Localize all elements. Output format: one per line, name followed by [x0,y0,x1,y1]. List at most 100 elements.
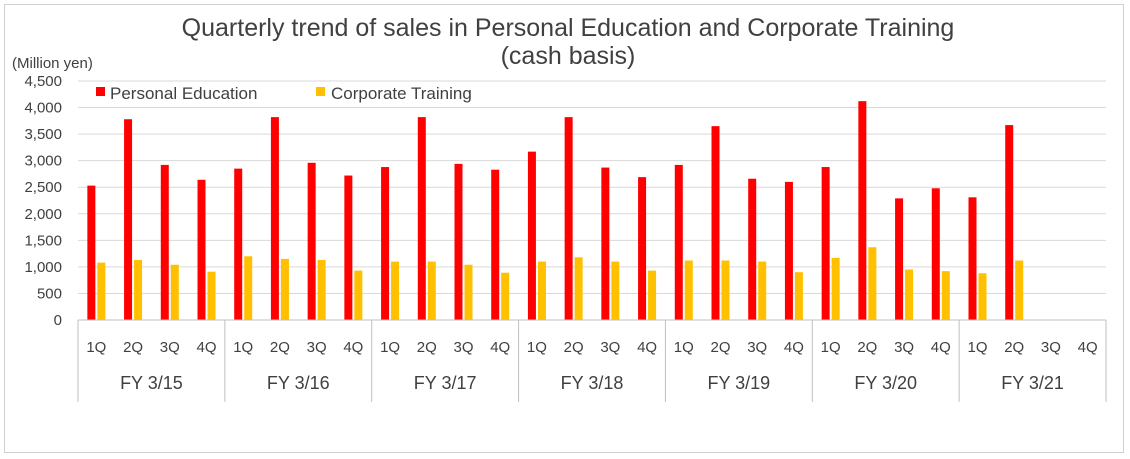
bar-personal-education [821,167,830,320]
bar-corporate-training [244,256,253,320]
bar-corporate-training [170,264,179,320]
bar-personal-education [87,185,96,320]
x-tick-label-quarter: 3Q [894,339,914,356]
y-tick-label: 2,000 [24,206,62,223]
y-tick-label: 1,500 [24,232,62,249]
bar-corporate-training [684,260,693,320]
x-tick-label-quarter: 3Q [307,339,327,356]
bar-personal-education [968,197,977,320]
bar-corporate-training [868,247,877,320]
bar-corporate-training [354,270,363,320]
x-tick-label-quarter: 4Q [343,339,363,356]
bar-corporate-training [941,271,950,320]
bar-corporate-training [831,257,840,320]
x-tick-label-quarter: 2Q [123,339,143,356]
x-tick-label-quarter: 3Q [160,339,180,356]
y-tick-label: 3,000 [24,153,62,170]
chart-title: Quarterly trend of sales in Personal Edu… [182,14,955,42]
x-tick-label-quarter: 2Q [710,339,730,356]
bar-personal-education [674,164,683,320]
bar-corporate-training [905,269,914,320]
y-axis-unit-label: (Million yen) [12,55,93,72]
bar-corporate-training [501,272,510,320]
bar-personal-education [931,188,940,320]
bar-personal-education [344,175,353,320]
bar-personal-education [454,163,463,320]
y-tick-label: 4,000 [24,100,62,117]
chart-subtitle: (cash basis) [501,42,636,70]
bar-corporate-training [1015,260,1024,320]
x-tick-label-quarter: 4Q [637,339,657,356]
bar-personal-education [160,164,169,320]
bar-corporate-training [317,259,326,320]
x-tick-label-quarter: 3Q [453,339,473,356]
bar-personal-education [784,181,793,320]
bar-personal-education [124,119,133,321]
gridlines [78,80,1106,294]
legend-swatch-corporate-training [316,87,325,96]
bar-corporate-training [574,257,583,320]
bar-corporate-training [427,261,436,320]
y-tick-label: 2,500 [24,179,62,196]
legend: Personal Education Corporate Training [96,84,472,103]
bar-personal-education [417,117,426,320]
legend-label-personal-education: Personal Education [110,84,257,103]
bar-personal-education [527,151,536,320]
y-tick-label: 4,500 [24,73,62,90]
bar-corporate-training [391,261,400,320]
y-axis-ticks: 0 500 1,000 1,500 2,000 2,500 3,000 3,500 4,000 4… [24,73,62,329]
x-tick-label-quarter: 2Q [564,339,584,356]
bar-corporate-training [721,260,730,320]
bar-personal-education [858,101,867,320]
x-group-label-fiscal-year: FY 3/18 [561,373,624,393]
bar-corporate-training [280,258,289,320]
legend-label-corporate-training: Corporate Training [331,84,472,103]
y-tick-label: 500 [37,285,62,302]
bar-personal-education [491,169,500,320]
x-tick-label-quarter: 1Q [967,339,987,356]
bar-personal-education [234,168,243,320]
bar-personal-education [601,167,610,320]
x-tick-label-quarter: 4Q [490,339,510,356]
x-axis: 1Q 2Q 3Q 4Q 1Q 2Q 3Q 4Q 1Q 2Q 3Q 4Q 1Q 2Q 3Q 4Q 1Q 2Q 3Q 4Q… [77,319,1107,402]
bar-corporate-training [648,270,657,320]
x-group-label-fiscal-year: FY 3/20 [854,373,917,393]
y-tick-label: 3,500 [24,126,62,143]
y-tick-label: 1,000 [24,259,62,276]
bar-personal-education [638,177,647,320]
x-tick-label-quarter: 3Q [1041,339,1061,356]
x-tick-label-quarter: 1Q [821,339,841,356]
bars [87,101,1024,321]
bar-personal-education [564,117,573,320]
x-tick-label-quarter: 1Q [380,339,400,356]
bar-corporate-training [758,261,767,320]
y-tick-label: 0 [54,312,62,329]
x-tick-label-quarter: 1Q [86,339,106,356]
bar-personal-education [711,126,720,321]
x-tick-label-quarter: 3Q [747,339,767,356]
bar-corporate-training [537,261,546,320]
bar-personal-education [748,178,757,320]
x-group-label-fiscal-year: FY 3/21 [1001,373,1064,393]
x-group-label-fiscal-year: FY 3/19 [707,373,770,393]
bar-personal-education [381,167,390,320]
bar-corporate-training [207,271,216,320]
legend-swatch-personal-education [96,87,105,96]
x-group-label-fiscal-year: FY 3/17 [414,373,477,393]
x-tick-label-quarter: 4Q [196,339,216,356]
x-tick-label-quarter: 1Q [674,339,694,356]
bar-corporate-training [464,264,473,320]
bar-personal-education [307,162,316,320]
bar-personal-education [895,198,904,320]
bar-personal-education [270,117,279,320]
x-tick-label-quarter: 4Q [784,339,804,356]
x-tick-label-quarter: 2Q [857,339,877,356]
x-tick-label-quarter: 2Q [1004,339,1024,356]
x-tick-label-quarter: 1Q [527,339,547,356]
x-tick-label-quarter: 2Q [270,339,290,356]
x-tick-label-quarter: 4Q [1078,339,1098,356]
bar-personal-education [1005,125,1014,321]
bar-personal-education [197,179,206,320]
bar-corporate-training [794,272,803,320]
